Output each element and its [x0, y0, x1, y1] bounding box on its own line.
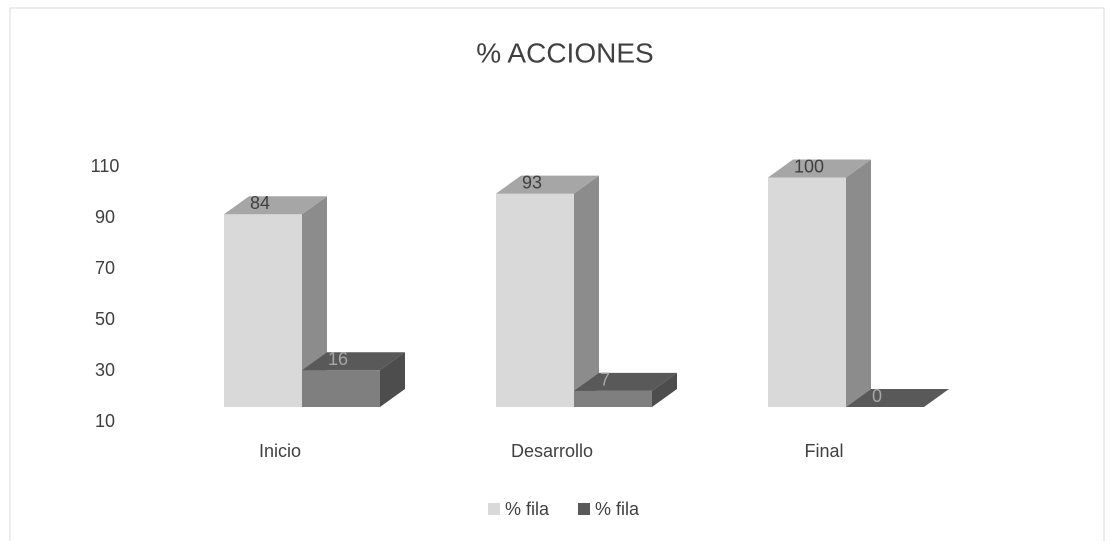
legend-label: % fila: [505, 499, 550, 519]
bar-side: [574, 175, 599, 407]
bar-top: [768, 159, 871, 178]
y-tick-label: 90: [95, 207, 115, 227]
bar-side: [302, 196, 327, 407]
y-tick-label: 50: [95, 309, 115, 329]
data-label: 100: [794, 156, 824, 176]
x-tick-label: Desarrollo: [511, 441, 593, 461]
y-tick-label: 110: [91, 156, 120, 176]
bar: [574, 390, 652, 407]
data-label: 7: [600, 370, 610, 390]
x-tick-label: Inicio: [259, 441, 301, 461]
bar-side: [380, 352, 405, 407]
legend-swatch: [488, 503, 500, 515]
legend-label: % fila: [595, 499, 640, 519]
y-tick-label: 70: [95, 258, 115, 278]
x-tick-label: Final: [804, 441, 843, 461]
bar-side: [846, 159, 871, 407]
bar: [496, 193, 574, 407]
bar: [302, 370, 380, 407]
chart-title: % ACCIONES: [476, 37, 653, 68]
bar: [768, 177, 846, 407]
bar: [224, 214, 302, 407]
data-label: 0: [872, 386, 882, 406]
y-tick-label: 10: [95, 411, 115, 431]
bar-side: [652, 372, 677, 407]
data-label: 93: [522, 172, 542, 192]
data-label: 16: [328, 349, 348, 369]
legend-swatch: [578, 503, 590, 515]
bar-top: [224, 196, 327, 215]
y-tick-label: 30: [95, 360, 115, 380]
bar-top: [496, 175, 599, 194]
bar-top: [846, 389, 949, 407]
bar-top: [302, 352, 405, 371]
bar-top: [574, 372, 677, 391]
data-label: 84: [250, 193, 270, 213]
